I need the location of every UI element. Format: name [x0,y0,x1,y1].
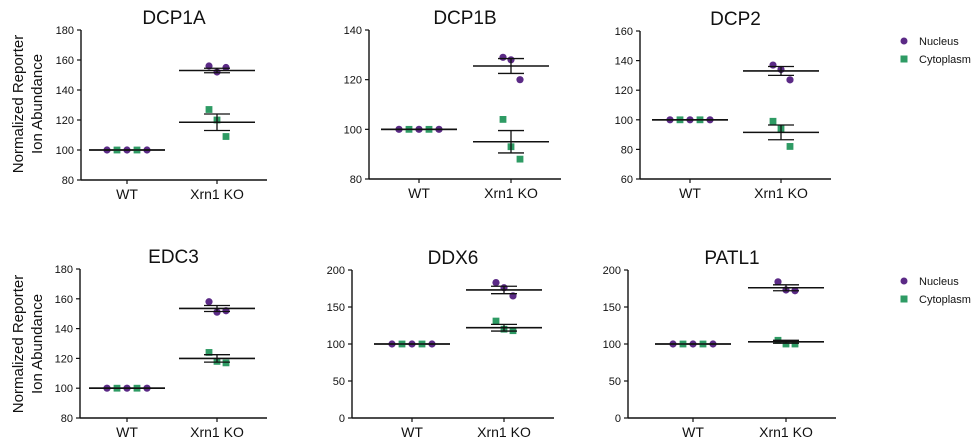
data-point-cytoplasm [492,317,500,325]
y-tick-label: 60 [621,174,633,186]
legend-nucleus-label: Nucleus [919,36,959,48]
ylabel-row2-line2: Ion Abundance [29,294,46,394]
panel-dcp2: DCP2 60 80 100 120 140 160 WT Xrn1 KO [615,9,831,201]
panel-title: DCP1B [433,8,496,29]
x-tick-label: Xrn1 KO [759,424,813,440]
y-tick-label: 100 [344,124,362,136]
panels: DCP1A 80 100 120 140 160 180 WT Xrn1 KO DCP1B 80 10… [55,8,836,440]
panel-ddx6: DDX6 0 50 100 150 200 WT Xrn1 KO [327,248,554,440]
x-tick-label: WT [679,185,701,201]
y-tick-label: 160 [615,26,633,38]
y-tick-label: 150 [603,302,621,314]
y-tick-label: 100 [603,339,621,351]
ylabel-row1-line1: Normalized Reporter [10,35,27,173]
y-tick-label: 120 [344,75,362,87]
data-point-cytoplasm [791,340,799,348]
x-tick-label: Xrn1 KO [484,185,538,201]
y-tick-label: 80 [62,175,74,187]
y-tick-label: 120 [56,115,74,127]
x-tick-label: Xrn1 KO [190,186,244,202]
legend-nucleus-marker [900,37,908,45]
data-point-cytoplasm [222,359,230,367]
y-tick-label: 160 [55,294,73,306]
y-tick-label: 100 [615,115,633,127]
data-point-nucleus [786,76,794,84]
data-point-cytoplasm [205,349,213,356]
data-point-nucleus [205,298,213,306]
data-point-cytoplasm [769,117,777,125]
panel-title: DDX6 [428,248,479,269]
y-tick-label: 140 [344,25,362,37]
y-tick-label: 100 [55,383,73,395]
legend-nucleus-label: Nucleus [919,276,959,288]
y-tick-label: 50 [609,376,621,388]
legend-nucleus-marker [900,277,908,285]
data-point-nucleus [492,278,500,287]
x-tick-label: WT [116,424,138,440]
y-tick-label: 100 [56,145,74,157]
y-tick-label: 80 [350,174,362,186]
y-tick-label: 140 [615,56,633,68]
ylabel-row1-line2: Ion Abundance [29,54,46,154]
legend-row2: Nucleus Cytoplasm [900,276,971,306]
y-tick-label: 120 [615,85,633,97]
x-tick-label: Xrn1 KO [754,185,808,201]
x-tick-label: WT [116,186,138,202]
data-point-nucleus [213,308,221,316]
data-point-nucleus [499,53,507,61]
data-point-nucleus [222,63,230,72]
data-point-cytoplasm [205,106,213,113]
y-tick-label: 200 [603,265,621,277]
legend-cytoplasm-label: Cytoplasm [919,54,971,66]
y-tick-label: 140 [55,324,73,336]
x-tick-label: Xrn1 KO [477,424,531,440]
data-point-cytoplasm [222,133,230,140]
panel-title: DCP1A [142,8,206,29]
legend-cytoplasm-marker [900,295,908,303]
panel-patl1: PATL1 0 50 100 150 200 WT Xrn1 KO [603,248,836,440]
y-tick-label: 180 [55,264,73,276]
ylabel-row2-line1: Normalized Reporter [10,275,27,413]
panel-dcp1a: DCP1A 80 100 120 140 160 180 WT Xrn1 KO [56,8,267,202]
data-point-nucleus [769,61,777,69]
x-tick-label: WT [401,424,423,440]
panel-edc3: EDC3 80 100 120 140 160 180 WT Xrn1 KO [55,247,267,440]
legend-cytoplasm-label: Cytoplasm [919,294,971,306]
panel-title: EDC3 [148,247,199,268]
y-tick-label: 0 [339,413,345,425]
y-tick-label: 160 [56,55,74,67]
data-point-nucleus [774,278,782,286]
y-tick-label: 150 [327,302,345,314]
y-tick-label: 50 [333,376,345,388]
data-point-cytoplasm [782,340,790,348]
y-tick-label: 0 [615,413,621,425]
y-tick-label: 180 [56,25,74,37]
y-tick-label: 140 [56,85,74,97]
y-tick-label: 80 [621,144,633,156]
y-tick-label: 200 [327,265,345,277]
x-tick-label: Xrn1 KO [190,424,244,440]
y-tick-label: 80 [61,413,73,425]
panel-title: DCP2 [710,9,761,30]
legend-cytoplasm-marker [900,55,908,63]
x-tick-label: WT [408,185,430,201]
y-tick-label: 120 [55,353,73,365]
legend-row1: Nucleus Cytoplasm [900,36,971,66]
panel-dcp1b: DCP1B 80 100 120 140 WT Xrn1 KO [344,8,561,201]
y-tick-label: 100 [327,339,345,351]
data-point-cytoplasm [786,143,794,150]
data-point-nucleus [516,76,524,84]
data-point-cytoplasm [499,116,507,123]
panel-title: PATL1 [704,248,759,269]
data-point-cytoplasm [516,155,524,163]
x-tick-label: WT [682,424,704,440]
